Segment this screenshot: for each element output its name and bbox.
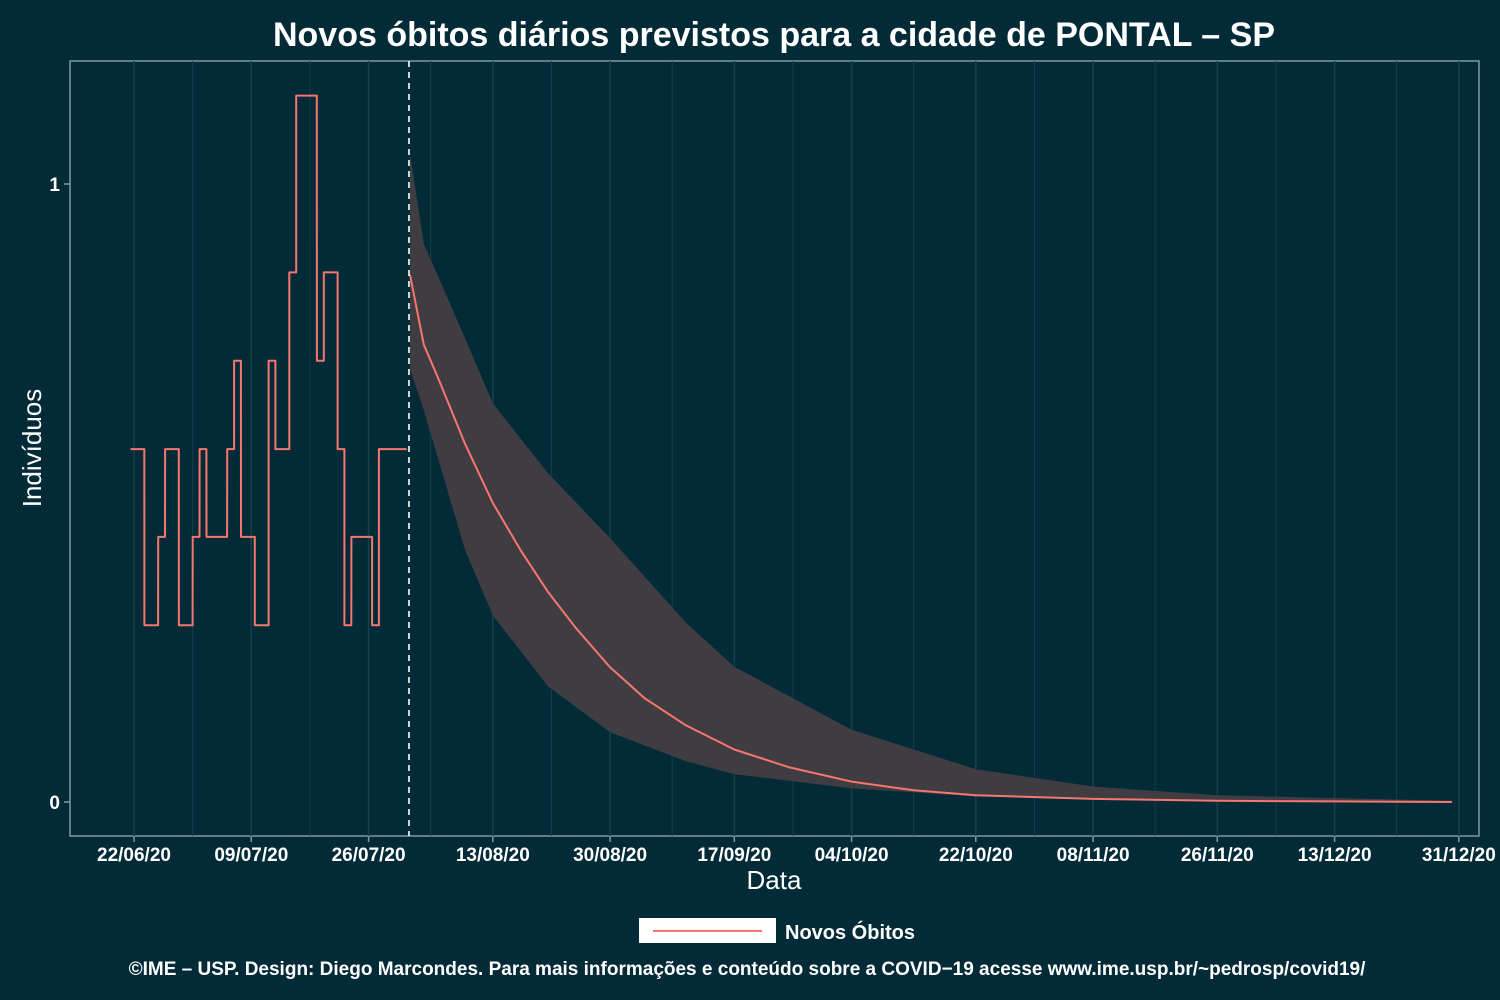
x-tick-label: 22/06/20 (97, 845, 171, 866)
chart-title: Novos óbitos diários previstos para a ci… (273, 16, 1275, 54)
x-tick-label: 08/11/20 (1057, 845, 1130, 866)
caption: ©IME – USP. Design: Diego Marcondes. Par… (129, 959, 1366, 980)
series-line-observed (130, 94, 407, 627)
confidence-band-layer (410, 153, 1452, 803)
x-tick-label: 09/07/20 (214, 845, 288, 866)
confidence-band (410, 153, 1452, 803)
x-tick-label: 26/07/20 (332, 845, 406, 866)
x-tick-label: 31/12/20 (1422, 845, 1496, 866)
x-tick-label: 13/12/20 (1298, 845, 1372, 866)
x-tick-label: 17/09/20 (697, 845, 771, 866)
y-axis-title: Indivíduos (17, 389, 47, 508)
x-tick-label: 13/08/20 (456, 845, 530, 866)
x-tick-label: 04/10/20 (815, 845, 889, 866)
x-tick-label: 30/08/20 (573, 845, 647, 866)
grid (133, 61, 1460, 836)
axes: 22/06/20 09/07/20 26/07/20 13/08/20 30/08/20… (49, 175, 1495, 866)
x-axis-title: Data (747, 865, 802, 895)
y-tick-label: 0 (49, 793, 60, 814)
legend-label: Novos Óbitos (785, 920, 915, 944)
series-line-forecast (409, 274, 1452, 803)
series-layer (130, 94, 1452, 803)
y-tick-label: 1 (49, 175, 60, 196)
x-tick-label: 22/10/20 (939, 845, 1013, 866)
x-tick-label: 26/11/20 (1181, 845, 1254, 866)
legend: Novos Óbitos (639, 918, 915, 944)
